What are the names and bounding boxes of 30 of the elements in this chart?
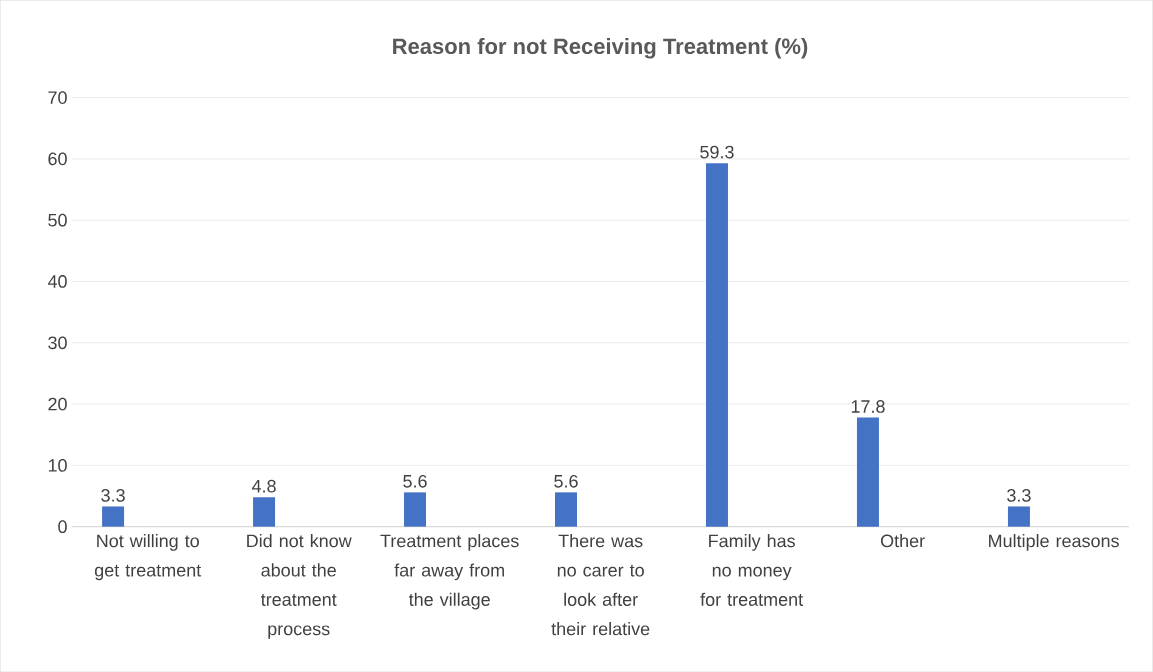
x-tick-label: Multiple reasons (989, 533, 1119, 551)
x-tick-label: Did not know about the treatment process (247, 533, 352, 639)
x-tick-label: There was no carer to look after their relative (551, 533, 650, 636)
bar (705, 163, 728, 527)
bar (253, 497, 276, 527)
bar (1007, 506, 1030, 527)
data-label: 5.6 (403, 474, 427, 488)
bar (555, 492, 577, 527)
x-tick-label: Other (880, 533, 925, 548)
y-tick-label: 20 (48, 397, 67, 411)
bar (102, 506, 125, 527)
data-label: 17.8 (851, 400, 885, 413)
x-tick-label: Treatment places far away from the village (380, 533, 519, 610)
chart-title: Reason for not Receiving Treatment (%) (393, 37, 808, 59)
data-label: 3.3 (1007, 488, 1031, 502)
bar (856, 417, 879, 527)
y-tick-label: 50 (48, 213, 67, 227)
data-label: 4.8 (251, 479, 276, 493)
y-tick-label: 30 (48, 336, 67, 350)
y-tick-label: 60 (48, 152, 67, 166)
y-tick-label: 70 (48, 91, 67, 104)
data-label: 59.3 (700, 145, 734, 159)
y-tick-label: 40 (47, 274, 67, 288)
bar (404, 492, 427, 527)
x-tick-label: Family has no money for treatment (700, 533, 803, 606)
data-label: 5.6 (554, 474, 578, 488)
y-tick-label: 0 (58, 520, 67, 533)
x-tick-label: Not willing to get treatment (94, 533, 202, 581)
y-tick-label: 10 (48, 458, 67, 472)
data-label: 3.3 (101, 488, 125, 502)
